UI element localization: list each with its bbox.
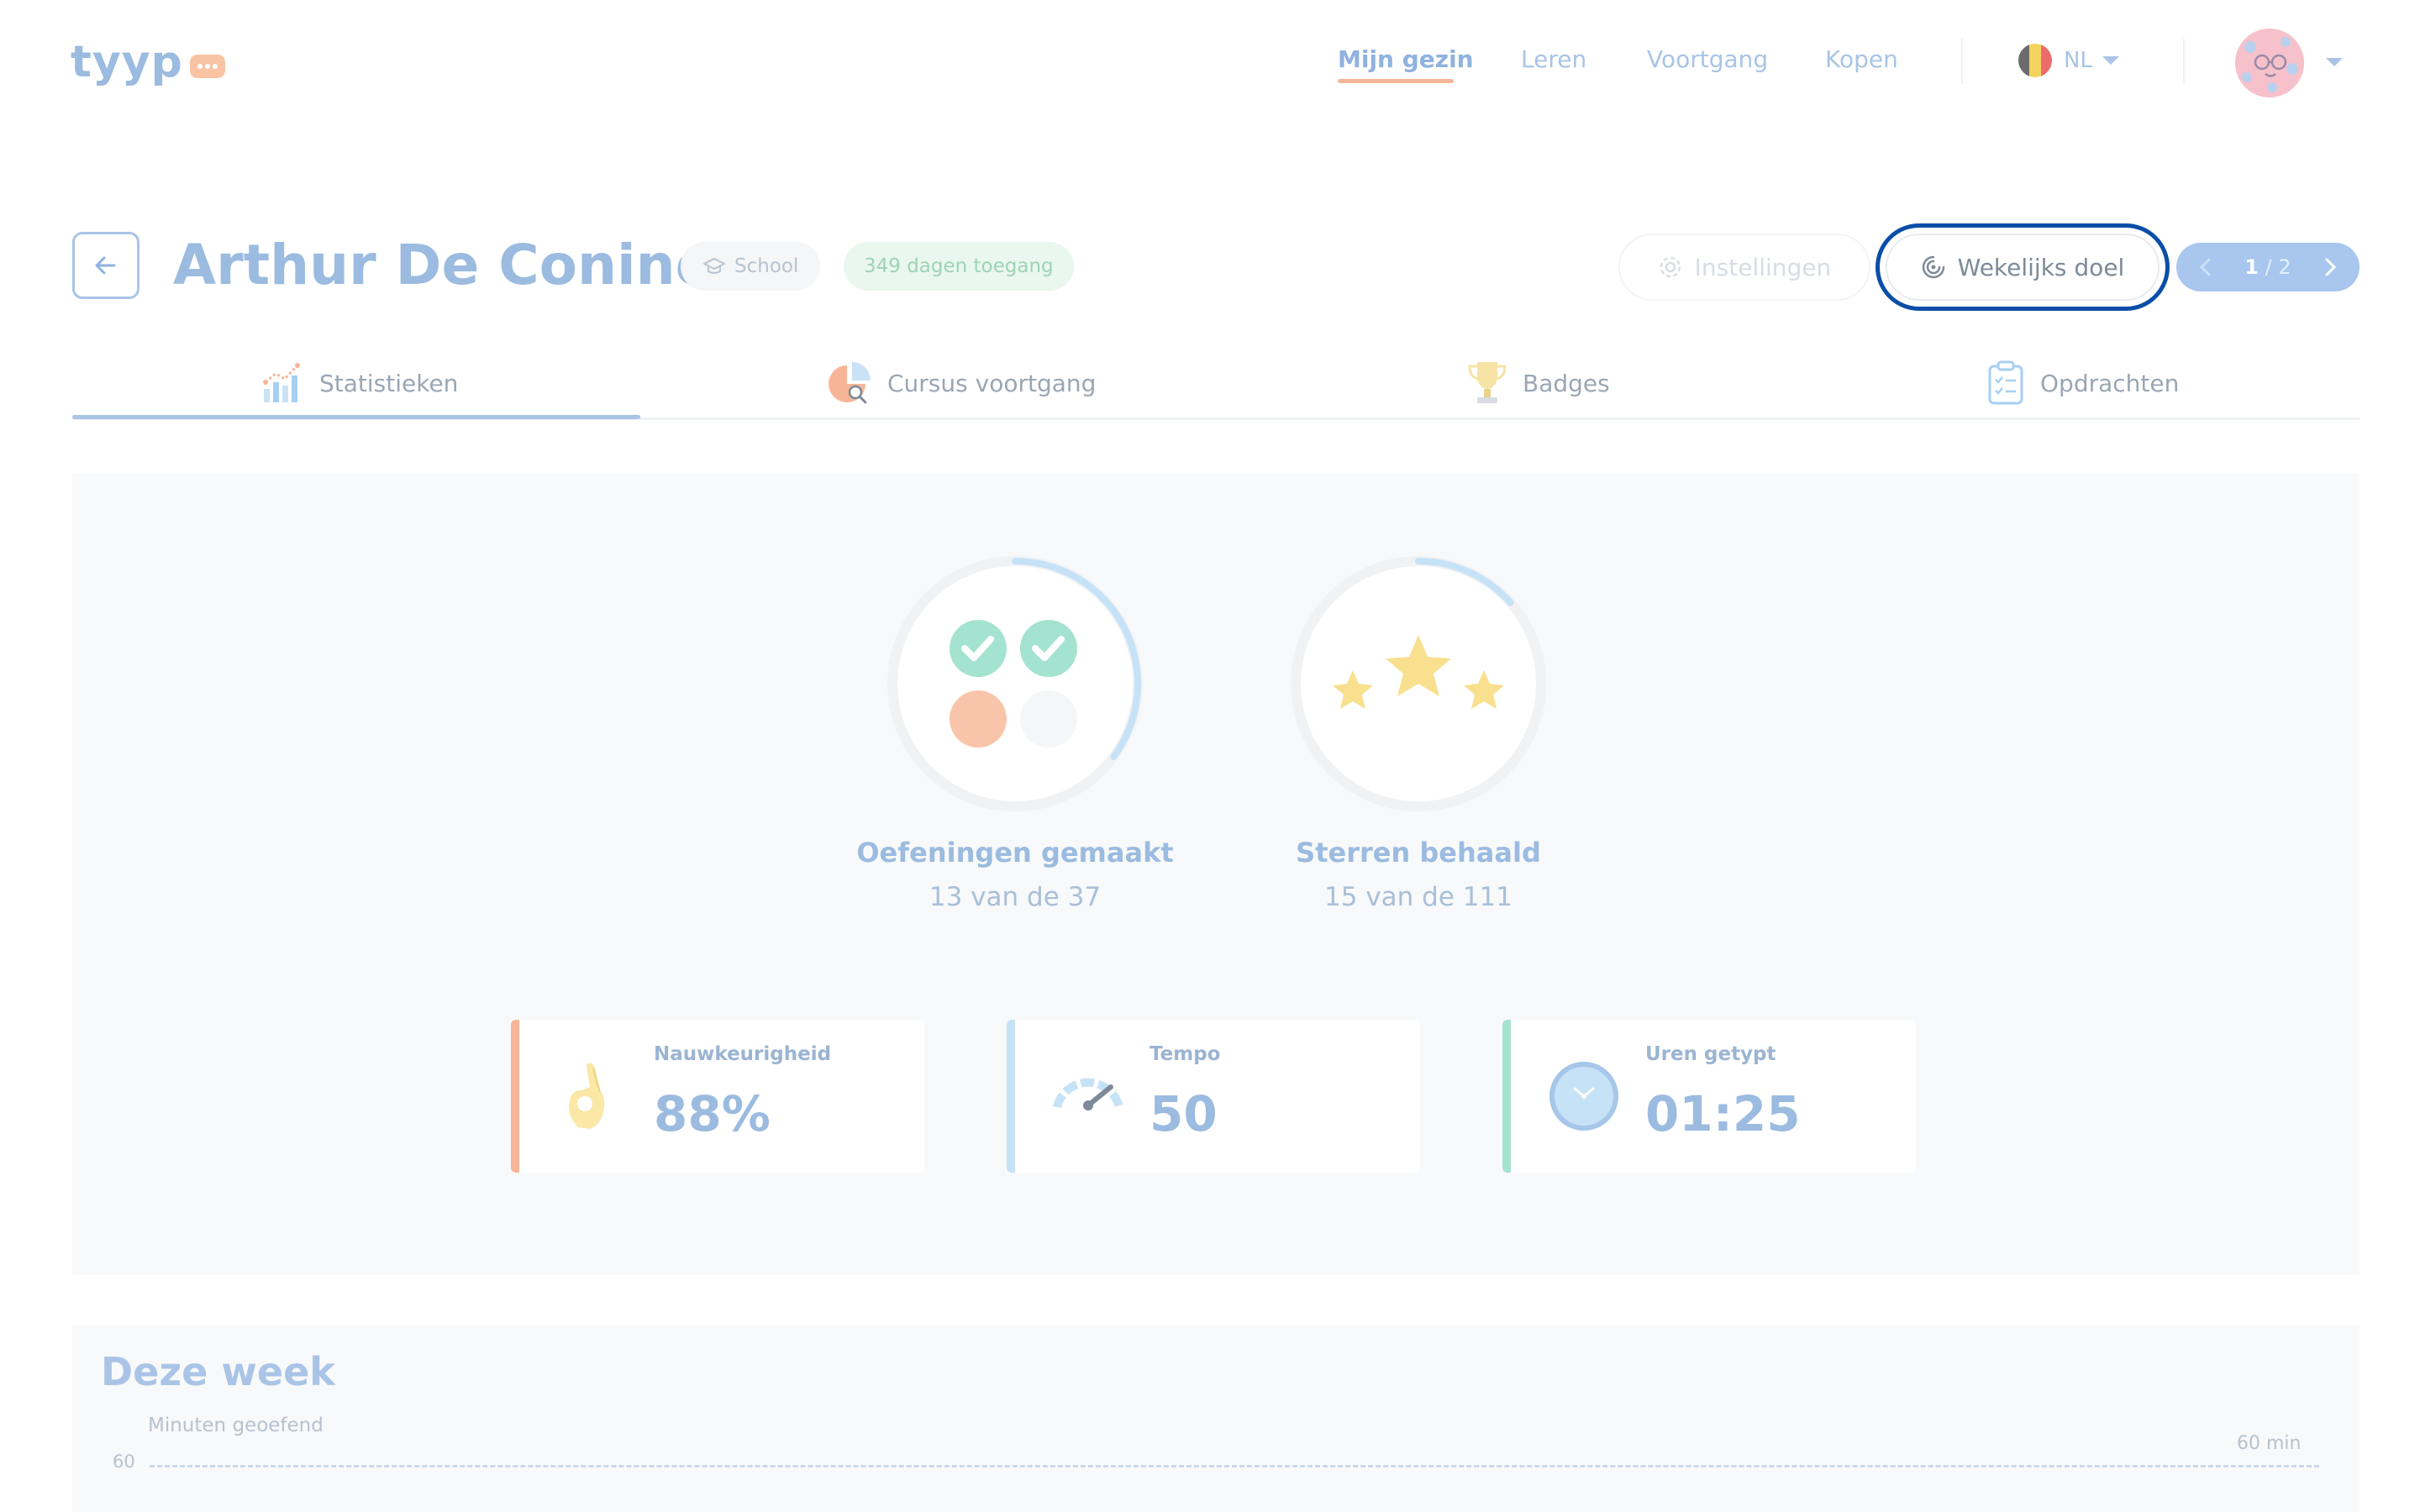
target-icon — [1922, 255, 1944, 279]
pager-total: / 2 — [2259, 255, 2291, 279]
tempo-value: 50 — [1150, 1085, 1218, 1142]
tab-active-indicator — [72, 415, 640, 419]
ok-hand-icon — [569, 1063, 605, 1129]
weekly-goal-label: Wekelijks doel — [1957, 253, 2125, 281]
tab-badges[interactable]: Badges — [1465, 358, 1610, 408]
chevron-right-icon — [2325, 258, 2337, 276]
exercises-progress-ring — [887, 556, 1143, 811]
tab-bar: Statistieken Cursus voortgang Badges — [72, 348, 2360, 420]
language-label: NL — [2064, 48, 2092, 73]
clock-icon — [1549, 1062, 1618, 1131]
tyyp-logo[interactable]: tyyp — [71, 37, 225, 87]
clipboard-icon — [1988, 360, 2023, 405]
week-goal-label: 60 min — [2237, 1433, 2302, 1454]
graduation-cap-icon — [703, 258, 725, 274]
arrow-left-icon — [95, 256, 116, 275]
student-pager: 1 / 2 — [2176, 243, 2360, 291]
previous-student-button[interactable] — [2193, 255, 2218, 280]
tab-opdrachten[interactable]: Opdrachten — [1985, 358, 2179, 408]
chat-bubble-icon — [189, 55, 225, 78]
tab-cursus-voortgang[interactable]: Cursus voortgang — [825, 358, 1096, 408]
nav-divider — [1961, 39, 1963, 84]
accuracy-value: 88% — [654, 1085, 771, 1142]
speedometer-icon — [1053, 1078, 1123, 1110]
trophy-icon — [1468, 362, 1507, 403]
nav-kopen[interactable]: Kopen — [1825, 45, 1898, 73]
avatar[interactable] — [2235, 29, 2304, 97]
back-button[interactable] — [72, 232, 139, 299]
card-label: Nauwkeurigheid — [654, 1043, 832, 1065]
nav-leren[interactable]: Leren — [1521, 45, 1587, 73]
nav-divider — [2183, 39, 2185, 84]
school-badge-label: School — [734, 255, 799, 277]
access-days-badge: 349 dagen toegang — [844, 242, 1074, 291]
school-badge: School — [681, 242, 821, 291]
tempo-card: Tempo 50 — [1007, 1020, 1420, 1173]
stars-progress-ring — [1291, 556, 1546, 811]
tab-label: Cursus voortgang — [887, 369, 1097, 397]
week-y-tick: 60 — [113, 1452, 135, 1472]
chevron-down-icon[interactable] — [2326, 58, 2343, 66]
chart-icon — [263, 363, 300, 402]
chevron-down-icon — [2102, 56, 2119, 65]
card-label: Uren getypt — [1645, 1043, 1776, 1065]
card-accent — [511, 1020, 519, 1173]
language-selector[interactable]: NL — [2018, 44, 2119, 77]
weekly-goal-button[interactable]: Wekelijks doel — [1886, 234, 2160, 301]
pie-chart-icon — [829, 362, 871, 404]
avatar-icon — [2235, 29, 2304, 97]
week-y-axis-label: Minuten geoefend — [148, 1415, 324, 1436]
hours-value: 01:25 — [1645, 1085, 1801, 1142]
stars-count: 15 van de 111 — [1324, 882, 1512, 912]
student-name: Arthur De Coninck — [173, 233, 745, 297]
gear-icon — [1660, 256, 1681, 278]
tab-label: Opdrachten — [2040, 369, 2180, 397]
stars-label: Sterren behaald — [1296, 837, 1541, 869]
pager-current: 1 — [2244, 255, 2260, 279]
nav-voortgang[interactable]: Voortgang — [1647, 45, 1769, 73]
card-accent — [1007, 1020, 1015, 1173]
goal-dashed-line — [150, 1465, 2319, 1467]
chevron-left-icon — [2199, 258, 2211, 276]
exercises-count: 13 van de 37 — [929, 882, 1102, 912]
logo-text: tyyp — [71, 37, 183, 87]
card-accent — [1502, 1020, 1511, 1173]
top-navigation-bar: tyyp Mijn gezin Leren Voortgang Kopen NL — [0, 0, 2420, 126]
exercises-label: Oefeningen gemaakt — [856, 837, 1174, 869]
week-title: Deze week — [101, 1349, 335, 1394]
stars-icon — [1333, 635, 1504, 709]
nav-active-underline — [1338, 79, 1454, 83]
nav-mijn-gezin[interactable]: Mijn gezin — [1338, 45, 1474, 73]
tab-statistieken[interactable]: Statistieken — [260, 358, 458, 408]
tab-label: Badges — [1523, 369, 1610, 397]
settings-label: Instellingen — [1694, 253, 1832, 281]
next-student-button[interactable] — [2317, 255, 2343, 280]
settings-button[interactable]: Instellingen — [1618, 234, 1870, 301]
this-week-panel: Deze week Minuten geoefend 60 60 min — [72, 1326, 2360, 1512]
hours-card: Uren getypt 01:25 — [1502, 1020, 1916, 1173]
belgian-flag-icon — [2018, 44, 2052, 77]
accuracy-card: Nauwkeurigheid 88% — [511, 1020, 924, 1173]
card-label: Tempo — [1150, 1043, 1221, 1065]
exercises-icon — [950, 620, 1077, 748]
focus-ring — [1876, 223, 2170, 311]
tab-label: Statistieken — [319, 369, 459, 397]
pager-indicator: 1 / 2 — [2244, 255, 2291, 279]
